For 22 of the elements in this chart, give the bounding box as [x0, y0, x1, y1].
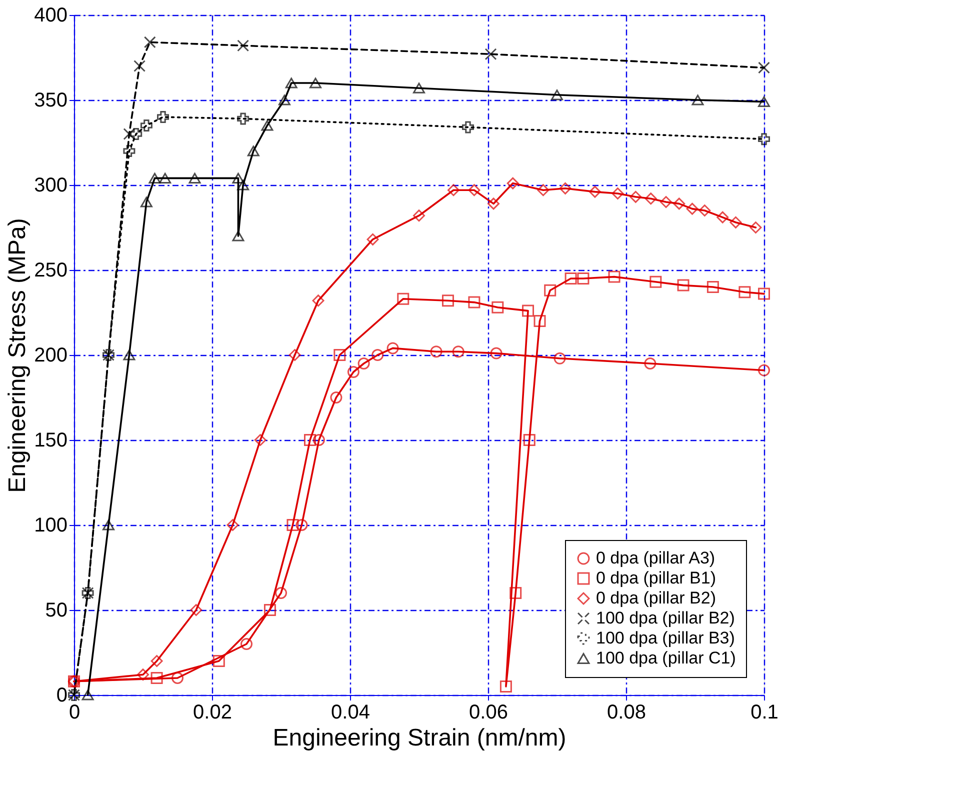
x-axis-title: Engineering Strain (nm/nm): [272, 724, 566, 752]
x-tick-label: 0.06: [469, 702, 508, 724]
legend-label: 0 dpa (pillar B1): [596, 568, 716, 588]
y-tick-label: 400: [34, 4, 68, 26]
y-tick-label: 200: [34, 344, 68, 366]
y-axis-title: Engineering Stress (MPa): [4, 218, 32, 493]
y-tick-label: 250: [34, 260, 68, 282]
legend-label: 100 dpa (pillar B3): [596, 628, 735, 648]
y-tick-label: 300: [34, 174, 68, 196]
legend-label: 0 dpa (pillar A3): [596, 548, 716, 568]
y-tick-label: 0: [56, 684, 68, 706]
y-tick-label: 100: [34, 514, 68, 536]
legend-label: 0 dpa (pillar B2): [596, 588, 716, 608]
y-tick-label: 50: [45, 600, 68, 622]
x-tick-label: 0.02: [193, 702, 232, 724]
y-tick-label: 150: [34, 430, 68, 452]
x-tick-label: 0.1: [750, 702, 778, 724]
x-tick-label: 0.08: [607, 702, 646, 724]
legend-label: 100 dpa (pillar C1): [596, 648, 736, 668]
legend-label: 100 dpa (pillar B2): [596, 608, 735, 628]
y-tick-label: 350: [34, 90, 68, 112]
x-tick-label: 0.04: [331, 702, 370, 724]
